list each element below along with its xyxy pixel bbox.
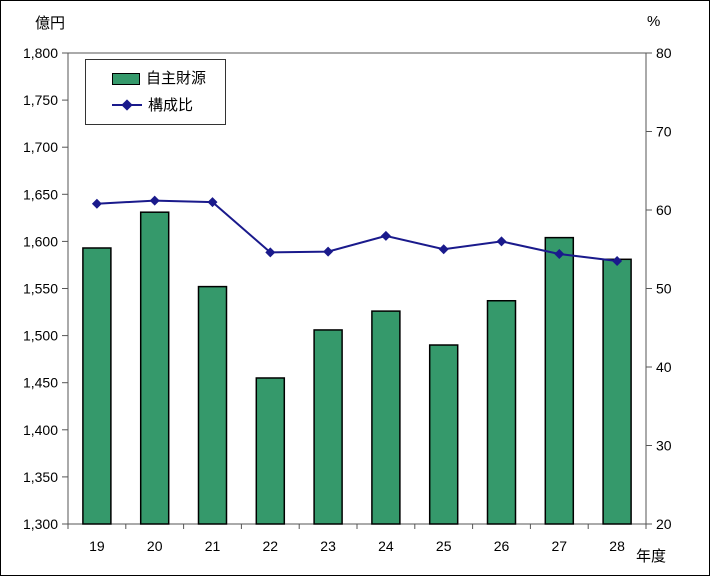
legend-item-line: 構成比 <box>112 98 225 113</box>
marker-28 <box>612 256 623 267</box>
right-axis-tick-label: 50 <box>656 281 672 297</box>
x-axis-tick-label: 24 <box>378 538 394 554</box>
marker-23 <box>323 246 334 257</box>
x-axis-tick-label: 19 <box>89 538 105 554</box>
bar-25 <box>428 344 459 525</box>
legend-item-bar: 自主財源 <box>112 71 225 86</box>
x-axis-tick-label: 21 <box>205 538 221 554</box>
bar-series-swatch-icon <box>112 72 140 85</box>
bar-22 <box>255 377 286 525</box>
right-axis-tick-label: 70 <box>656 124 672 140</box>
left-axis-tick-label: 1,750 <box>23 92 58 108</box>
right-axis-tick-label: 40 <box>656 359 672 375</box>
left-axis-tick-label: 1,300 <box>23 516 58 532</box>
left-axis-tick-label: 1,700 <box>23 139 58 155</box>
bar-19 <box>82 247 112 525</box>
marker-25 <box>438 244 449 255</box>
left-axis-tick-label: 1,400 <box>23 422 58 438</box>
bar-26 <box>486 299 517 525</box>
left-axis-tick-label: 1,350 <box>23 469 58 485</box>
x-axis-tick-label: 20 <box>147 538 163 554</box>
legend: 自主財源 構成比 <box>85 59 226 125</box>
left-axis-tick-label: 1,600 <box>23 233 58 249</box>
bar-20 <box>139 211 170 525</box>
marker-21 <box>207 197 218 208</box>
x-axis-tick-label: 22 <box>263 538 279 554</box>
left-axis-tick-label: 1,450 <box>23 375 58 391</box>
bar-28 <box>602 258 632 525</box>
right-axis-tick-label: 80 <box>656 45 672 61</box>
left-axis-tick-label: 1,650 <box>23 186 58 202</box>
legend-line-label: 構成比 <box>148 96 194 114</box>
right-axis-tick-label: 20 <box>656 516 672 532</box>
x-axis-unit-label: 年度 <box>636 548 667 565</box>
marker-19 <box>91 198 102 209</box>
marker-24 <box>380 230 391 241</box>
x-axis-tick-label: 26 <box>494 538 510 554</box>
composition-ratio-line <box>96 199 618 263</box>
x-axis-tick-label: 28 <box>609 538 625 554</box>
x-axis-tick-label: 25 <box>436 538 452 554</box>
line-series-marker-icon <box>112 99 142 111</box>
marker-22 <box>265 247 276 258</box>
bar-27 <box>544 236 575 525</box>
right-axis-unit-label: % <box>647 13 661 30</box>
marker-27 <box>554 248 565 259</box>
left-axis-tick-label: 1,500 <box>23 328 58 344</box>
right-axis-tick-label: 30 <box>656 438 672 454</box>
x-axis-tick-label: 23 <box>320 538 336 554</box>
bar-24 <box>371 310 401 525</box>
x-axis-tick-label: 27 <box>552 538 568 554</box>
marker-26 <box>496 236 507 247</box>
right-axis-tick-label: 60 <box>656 202 672 218</box>
bar-23 <box>313 329 343 525</box>
bar-21 <box>197 285 228 525</box>
marker-20 <box>149 195 160 206</box>
left-axis-tick-label: 1,800 <box>23 45 58 61</box>
legend-bar-label: 自主財源 <box>146 70 207 88</box>
left-axis-unit-label: 億円 <box>35 15 66 32</box>
left-axis-tick-label: 1,550 <box>23 281 58 297</box>
diamond-icon <box>121 99 133 111</box>
